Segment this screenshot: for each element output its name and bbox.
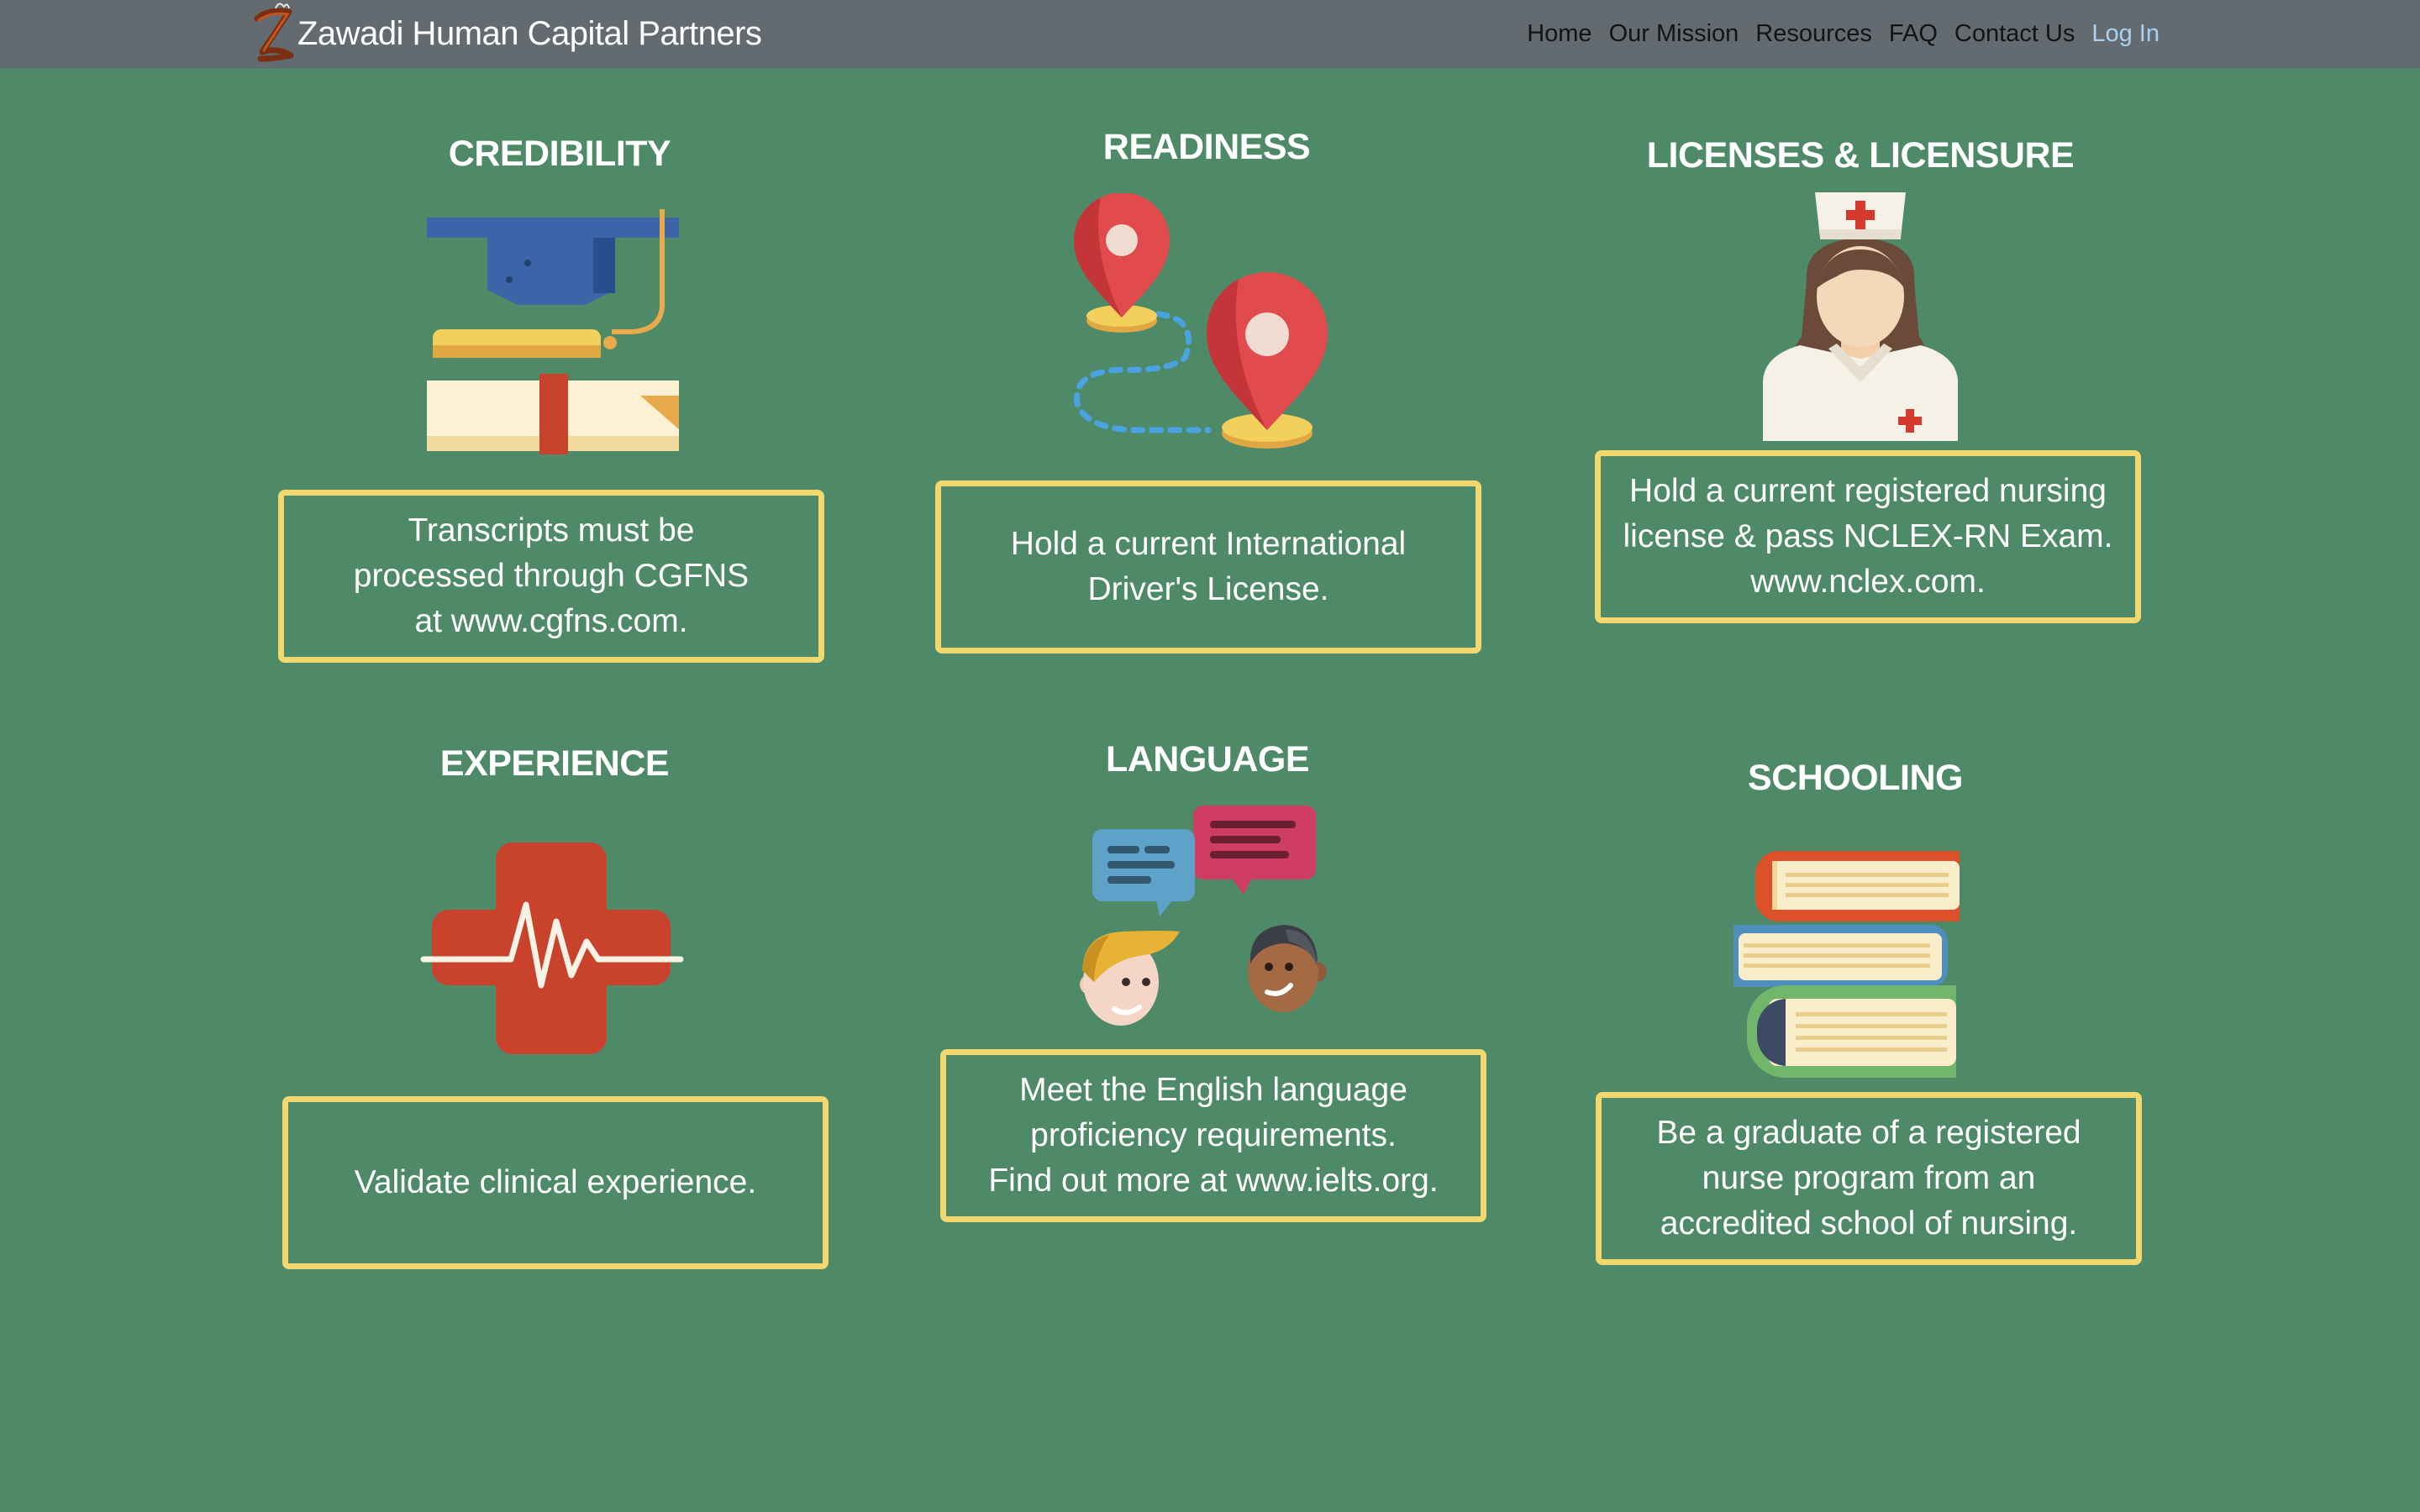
main-nav: Home Our Mission Resources FAQ Contact U…: [1510, 0, 2160, 68]
brand[interactable]: Zawadi Human Capital Partners: [250, 0, 762, 68]
card-box-schooling: Be a graduate of a registered nurse prog…: [1596, 1092, 2142, 1265]
nav-our-mission[interactable]: Our Mission: [1608, 20, 1739, 47]
nav-resources[interactable]: Resources: [1755, 20, 1872, 47]
card-box-licenses-licensure: Hold a current registered nursing licens…: [1595, 450, 2141, 623]
card-text-language: Meet the English language proficiency re…: [988, 1072, 1439, 1199]
card-text-readiness: Hold a current International Driver's Li…: [1010, 526, 1407, 607]
map-route-pins-icon: [1073, 193, 1328, 449]
card-text-experience: Validate clinical experience.: [354, 1164, 757, 1200]
nav-contact-us[interactable]: Contact Us: [1954, 20, 2075, 47]
z-swirl-logo-icon: [254, 3, 294, 62]
card-title-language: LANGUAGE: [1105, 739, 1310, 780]
card-box-readiness: Hold a current International Driver's Li…: [935, 480, 1481, 654]
graduation-cap-diploma-icon: [427, 209, 679, 454]
card-title-licenses-licensure: LICENSES & LICENSURE: [1646, 135, 2075, 176]
card-box-credibility: Transcripts must be processed through CG…: [278, 490, 824, 663]
nav-home[interactable]: Home: [1527, 20, 1592, 47]
card-title-readiness: READINESS: [1102, 127, 1311, 167]
book-stack-icon: [1733, 851, 1960, 1078]
medical-cross-heartbeat-icon: [420, 843, 684, 1054]
card-text-licenses-licensure: Hold a current registered nursing licens…: [1623, 473, 2113, 600]
card-title-schooling: SCHOOLING: [1748, 758, 1963, 798]
card-text-schooling: Be a graduate of a registered nurse prog…: [1656, 1115, 2081, 1242]
card-title-credibility: CREDIBILITY: [448, 134, 671, 174]
brand-name: Zawadi Human Capital Partners: [297, 15, 762, 52]
card-text-credibility: Transcripts must be processed through CG…: [353, 512, 750, 639]
top-navbar: Zawadi Human Capital Partners Home Our M…: [0, 0, 2420, 68]
card-box-language: Meet the English language proficiency re…: [940, 1049, 1486, 1222]
nav-faq[interactable]: FAQ: [1888, 20, 1938, 47]
card-title-experience: EXPERIENCE: [439, 743, 670, 784]
people-conversation-icon: [1080, 806, 1327, 1026]
card-box-experience: Validate clinical experience.: [282, 1096, 829, 1269]
nurse-icon: [1763, 192, 1958, 441]
nav-log-in[interactable]: Log In: [2091, 20, 2160, 47]
